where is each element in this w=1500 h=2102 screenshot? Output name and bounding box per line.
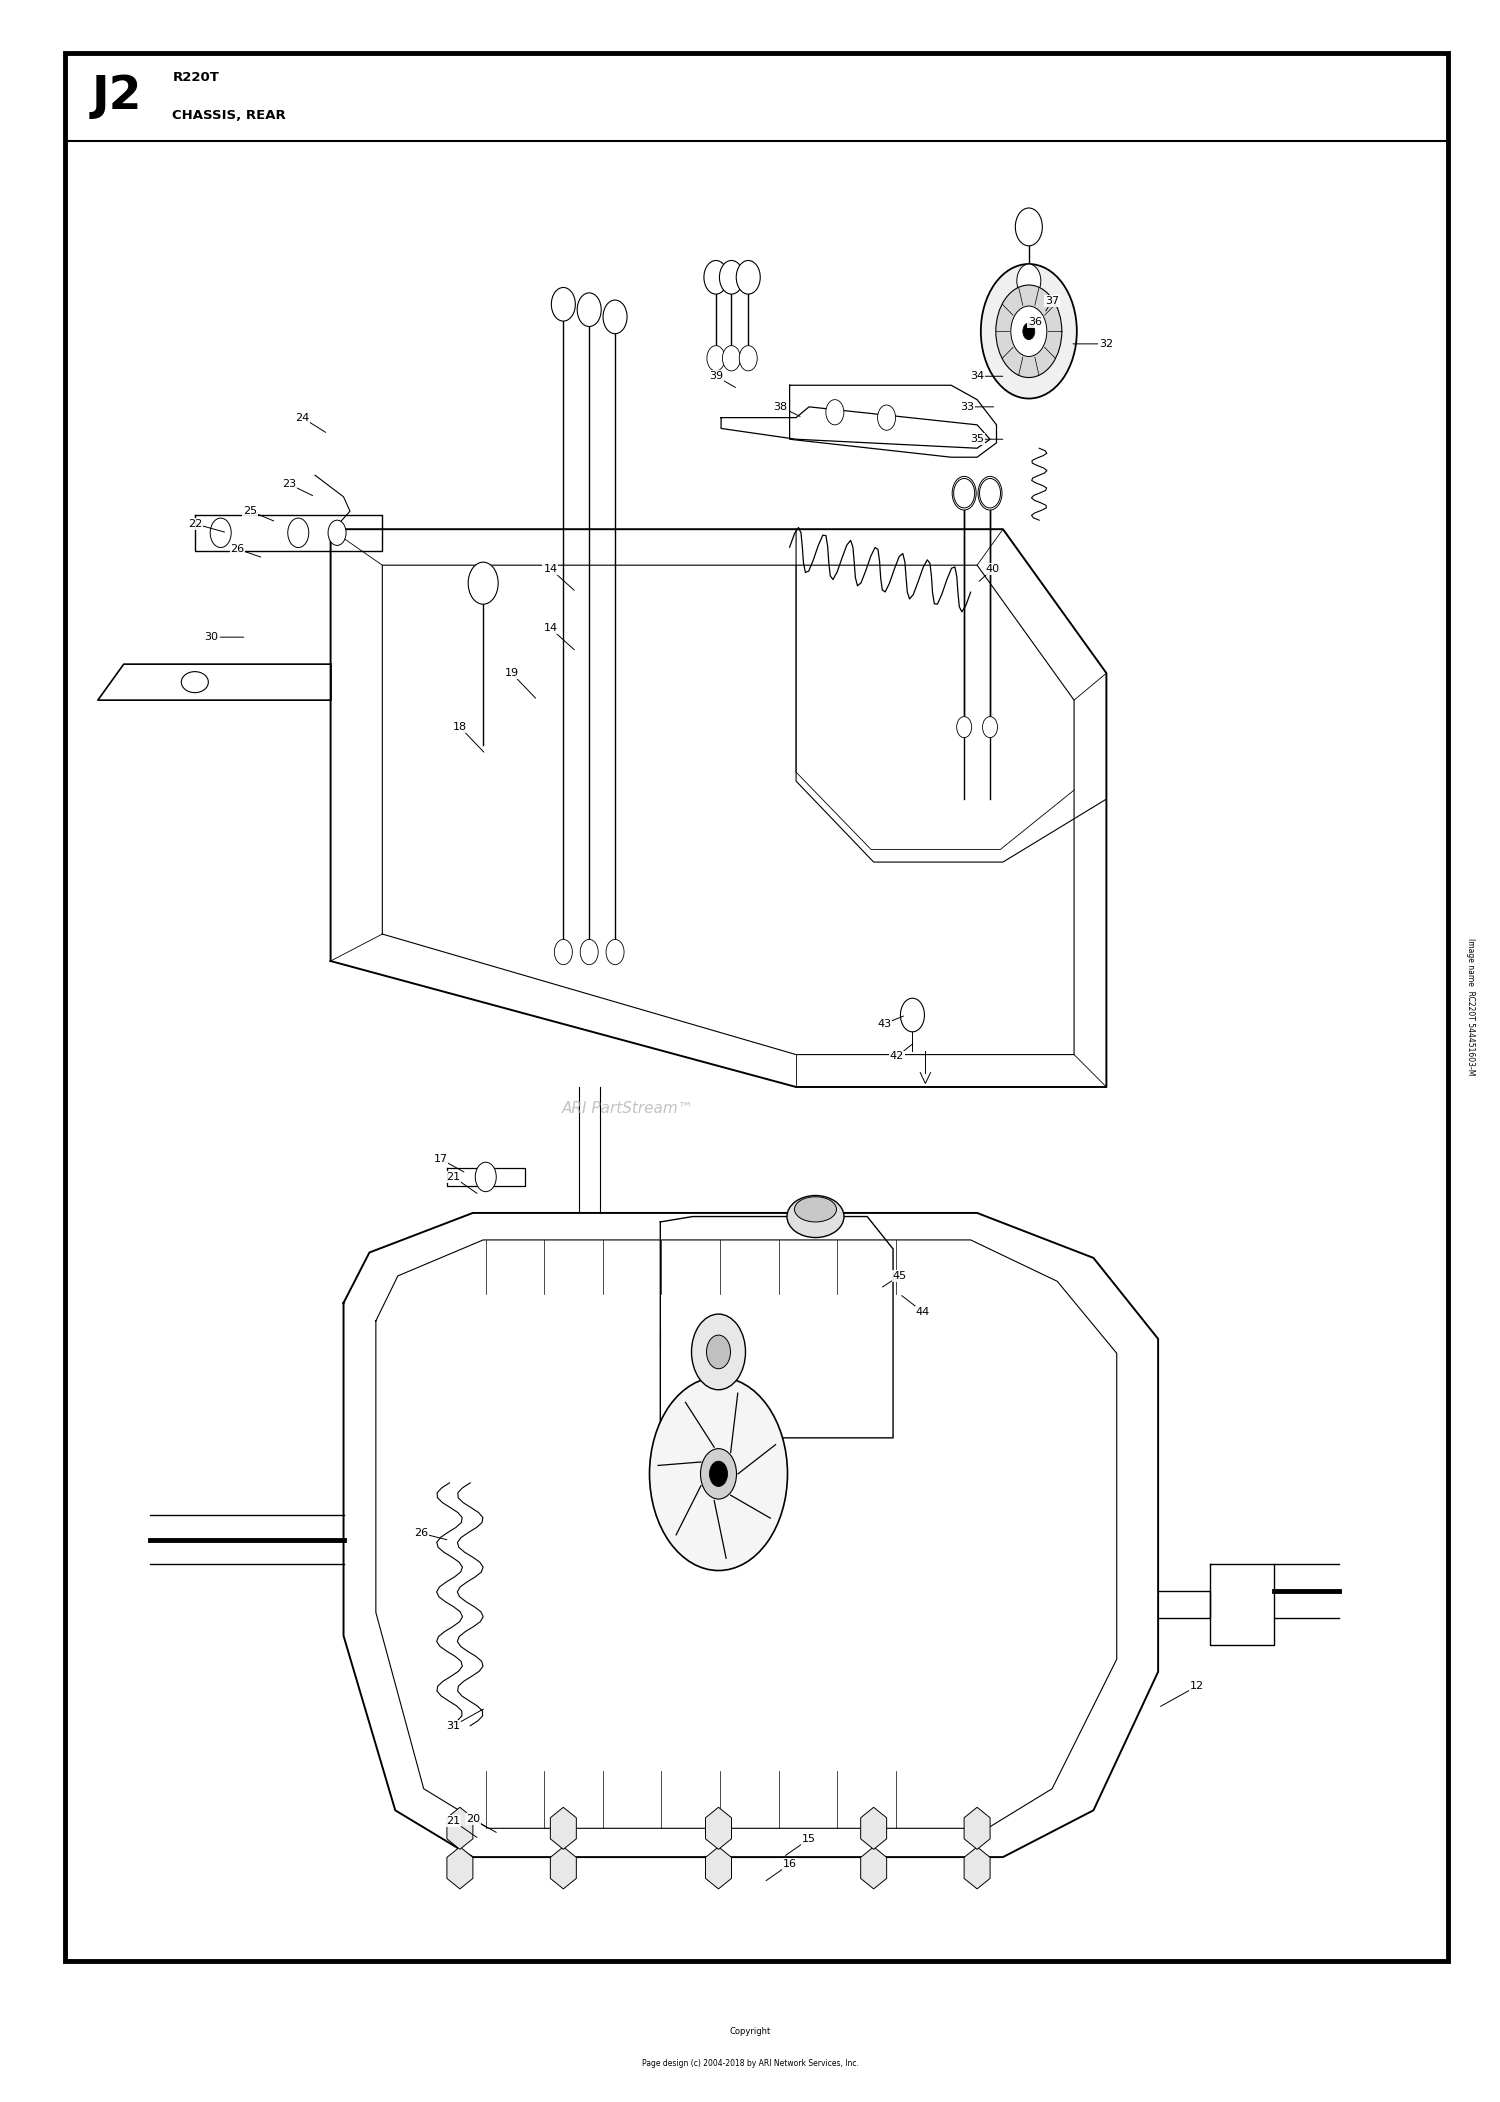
Circle shape [210,517,231,547]
Circle shape [704,261,728,294]
Polygon shape [550,1808,576,1850]
Circle shape [1023,324,1035,341]
Circle shape [578,292,602,326]
Polygon shape [447,1848,472,1890]
Polygon shape [861,1808,886,1850]
Text: 31: 31 [447,1722,460,1730]
Text: J2: J2 [92,74,142,120]
Text: 21: 21 [447,1816,460,1827]
Text: CHASSIS, REAR: CHASSIS, REAR [172,109,286,122]
Circle shape [720,261,744,294]
Circle shape [700,1448,736,1499]
Text: 17: 17 [433,1154,447,1165]
Text: 14: 14 [543,563,558,574]
Text: 25: 25 [243,507,258,517]
Text: Copyright: Copyright [729,2026,771,2037]
Polygon shape [964,1848,990,1890]
Circle shape [1011,307,1047,357]
Circle shape [957,717,972,738]
Text: 40: 40 [986,563,999,574]
Text: 34: 34 [970,372,984,380]
Text: 37: 37 [1046,296,1059,305]
Circle shape [710,1461,728,1486]
Text: 21: 21 [447,1173,460,1181]
Text: 43: 43 [878,1019,891,1030]
Polygon shape [964,1808,990,1850]
Circle shape [555,940,573,965]
Polygon shape [705,1848,732,1890]
Circle shape [954,479,975,509]
Text: 35: 35 [970,435,984,444]
Text: 20: 20 [466,1814,480,1825]
Polygon shape [705,1808,732,1850]
Text: 44: 44 [915,1307,930,1316]
Text: 14: 14 [543,622,558,633]
Text: 45: 45 [892,1272,906,1280]
Circle shape [980,479,1000,509]
Circle shape [1022,322,1036,343]
Text: 22: 22 [188,519,202,530]
Circle shape [978,477,1002,511]
Text: 30: 30 [204,633,219,641]
Circle shape [900,998,924,1032]
Text: 18: 18 [453,723,466,731]
Circle shape [706,345,724,370]
Text: Page design (c) 2004-2018 by ARI Network Services, Inc.: Page design (c) 2004-2018 by ARI Network… [642,2058,858,2068]
Circle shape [952,477,976,511]
Circle shape [650,1377,788,1570]
Circle shape [736,261,760,294]
Circle shape [476,1162,496,1192]
Polygon shape [550,1848,576,1890]
Text: 42: 42 [890,1051,904,1062]
Circle shape [606,940,624,965]
Circle shape [706,1335,730,1368]
Ellipse shape [788,1196,844,1238]
Ellipse shape [182,673,209,694]
Text: 26: 26 [231,544,244,555]
Circle shape [740,345,758,370]
Circle shape [468,561,498,603]
Text: 15: 15 [802,1835,816,1843]
Text: 19: 19 [504,668,519,679]
Text: 32: 32 [1100,338,1113,349]
Circle shape [996,286,1062,378]
Circle shape [827,399,844,425]
Circle shape [1017,265,1041,298]
Text: Image name  RC220T 544451603-M: Image name RC220T 544451603-M [1466,937,1474,1076]
Circle shape [1016,208,1042,246]
Circle shape [692,1314,746,1389]
Text: 23: 23 [282,479,297,490]
Polygon shape [447,1808,472,1850]
Text: 12: 12 [1190,1682,1204,1692]
Circle shape [552,288,576,322]
Text: 36: 36 [1029,317,1042,328]
Text: 33: 33 [960,401,974,412]
Circle shape [580,940,598,965]
Circle shape [878,406,896,431]
Circle shape [982,717,998,738]
Polygon shape [861,1848,886,1890]
Circle shape [288,517,309,547]
Text: 24: 24 [296,412,309,423]
Circle shape [981,265,1077,399]
Circle shape [723,345,741,370]
Text: R220T: R220T [172,71,219,84]
Text: 39: 39 [710,372,723,380]
Circle shape [603,301,627,334]
Text: 26: 26 [414,1528,428,1539]
Text: 38: 38 [774,401,788,412]
Text: ARI PartStream™: ARI PartStream™ [562,1101,694,1116]
Ellipse shape [795,1196,837,1221]
Circle shape [328,519,346,544]
Text: 16: 16 [783,1860,796,1869]
